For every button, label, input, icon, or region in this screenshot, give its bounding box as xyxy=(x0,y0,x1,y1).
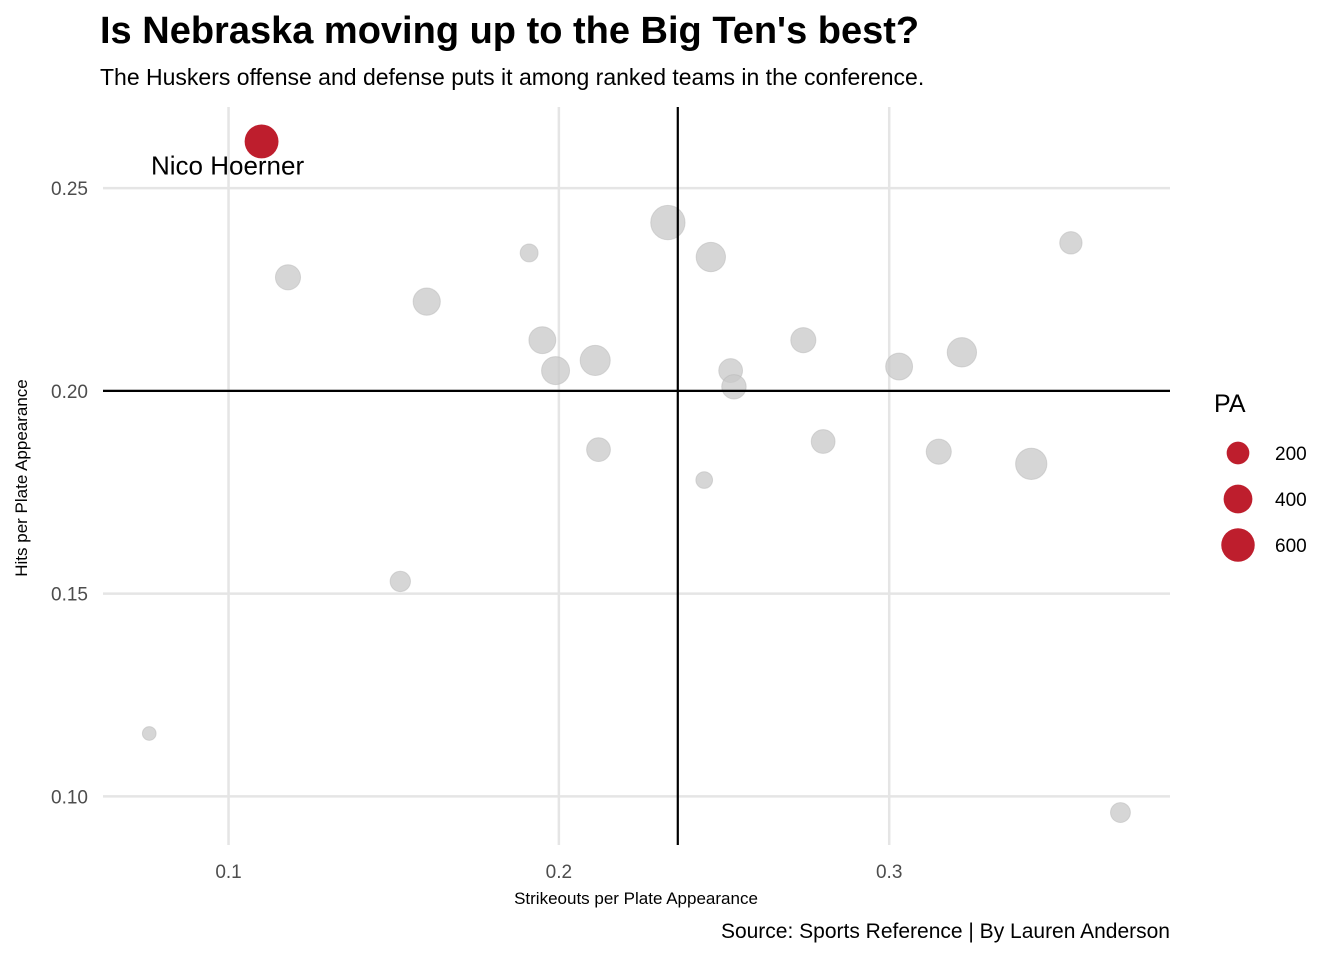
legend-key xyxy=(1226,441,1250,465)
data-point xyxy=(946,337,978,368)
data-point xyxy=(274,264,302,291)
x-tick-label: 0.1 xyxy=(215,862,241,883)
data-point xyxy=(810,429,836,454)
legend-key xyxy=(1223,484,1253,514)
data-point xyxy=(579,344,611,376)
data-point xyxy=(790,327,817,354)
data-point xyxy=(925,438,952,465)
data-point xyxy=(695,241,726,273)
legend-label: 600 xyxy=(1275,536,1307,557)
x-tick-label: 0.2 xyxy=(546,862,572,883)
y-tick-label: 0.20 xyxy=(51,382,88,403)
highlight-point xyxy=(244,124,279,159)
data-point xyxy=(695,471,714,489)
y-tick-label: 0.15 xyxy=(51,585,88,606)
size-legend: PA 200 400 600 xyxy=(1214,390,1307,562)
data-point xyxy=(1015,447,1048,480)
data-point xyxy=(721,374,747,400)
y-tick-label: 0.25 xyxy=(51,179,88,200)
legend-title: PA xyxy=(1214,390,1246,418)
data-point xyxy=(586,437,611,463)
chart-title: Is Nebraska moving up to the Big Ten's b… xyxy=(100,10,920,52)
legend-label: 200 xyxy=(1275,444,1307,465)
chart-subtitle: The Huskers offense and defense puts it … xyxy=(100,64,925,90)
y-tick-label: 0.10 xyxy=(51,787,88,808)
legend-key xyxy=(1221,528,1255,562)
legend-label: 400 xyxy=(1275,490,1307,511)
y-axis-label: Hits per Plate Appearance xyxy=(12,379,31,577)
gridlines xyxy=(103,107,1170,845)
data-point xyxy=(650,204,686,241)
data-point xyxy=(1110,802,1131,823)
x-axis-label: Strikeouts per Plate Appearance xyxy=(514,889,758,908)
data-point xyxy=(541,356,571,386)
data-point xyxy=(389,570,411,593)
x-tick-label: 0.3 xyxy=(876,862,902,883)
tick-labels: 0.1 0.2 0.3 0.10 0.15 0.20 0.25 xyxy=(51,179,902,883)
data-point xyxy=(412,287,441,316)
reference-lines xyxy=(103,107,1170,845)
data-point xyxy=(528,326,557,355)
data-points: Nico Hoerner xyxy=(141,124,1131,823)
highlight-label: Nico Hoerner xyxy=(151,150,305,180)
source-caption: Source: Sports Reference | By Lauren And… xyxy=(720,920,1170,943)
data-point xyxy=(141,726,157,741)
data-point xyxy=(519,243,539,263)
data-point xyxy=(1059,231,1083,255)
data-point xyxy=(885,352,914,381)
